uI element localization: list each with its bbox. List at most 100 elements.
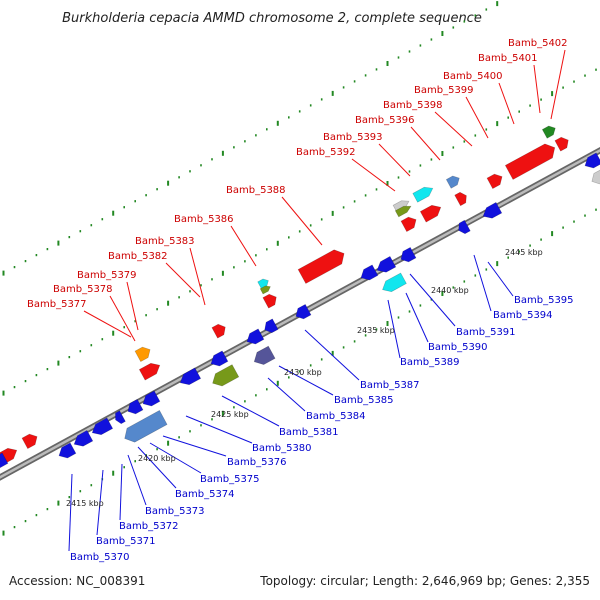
leader-line — [409, 273, 456, 327]
gene-arrow — [360, 264, 379, 281]
leader-line — [465, 96, 489, 139]
gene-arrow — [134, 346, 151, 363]
leader-line — [189, 247, 206, 306]
gene-label: Bamb_5398 — [383, 100, 443, 111]
gene-arrow — [259, 285, 271, 295]
gene-label: Bamb_5382 — [108, 251, 168, 262]
gene-label: Bamb_5381 — [279, 427, 339, 438]
topology-value: circular — [320, 574, 365, 588]
leader-line — [410, 126, 441, 161]
gene-label: Bamb_5377 — [27, 299, 87, 310]
gene-arrow — [458, 219, 471, 235]
leader-line — [434, 111, 473, 147]
leader-line — [304, 329, 360, 381]
leader-line — [281, 196, 323, 246]
gene-arrow — [445, 175, 460, 189]
gene-label: Bamb_5396 — [355, 115, 415, 126]
gene-arrow — [91, 417, 114, 436]
gene-arrow — [21, 433, 38, 450]
length-label: Length: — [372, 574, 419, 588]
gene-arrow — [138, 362, 161, 381]
leader-line — [127, 454, 147, 506]
gene-label: Bamb_5372 — [119, 521, 179, 532]
gene-label: Bamb_5402 — [508, 38, 568, 49]
topology-label: Topology: — [260, 574, 317, 588]
length-value: 2,646,969 bp — [421, 574, 502, 588]
gene-label: Bamb_5395 — [514, 295, 574, 306]
leader-line — [96, 469, 104, 536]
gene-arrow — [212, 364, 240, 387]
leader-line — [137, 446, 177, 489]
scale-label-2435: 2435 kbp — [357, 326, 395, 335]
gene-arrow — [73, 429, 94, 447]
gene-arrow — [179, 367, 202, 386]
gene-label: Bamb_5390 — [428, 342, 488, 353]
gene-features — [0, 125, 600, 469]
leader-line — [405, 292, 429, 343]
dotted-tracks — [2, 1, 597, 536]
gene-arrow — [0, 452, 9, 469]
gene-label: Bamb_5371 — [96, 536, 156, 547]
gene-label: Bamb_5392 — [296, 147, 356, 158]
leader-line — [498, 82, 515, 125]
scale-label-2440: 2440 kbp — [431, 286, 469, 295]
gene-label: Bamb_5383 — [135, 236, 195, 247]
gene-label: Bamb_5370 — [70, 552, 130, 563]
reverse-gene-labels: Bamb_5370 Bamb_5371 Bamb_5372 Bamb_5373 … — [70, 295, 574, 563]
gene-label: Bamb_5373 — [145, 506, 205, 517]
gene-arrow — [394, 205, 412, 218]
scale-label-2425: 2425 kbp — [211, 410, 249, 419]
leader-line — [126, 281, 139, 331]
gene-arrow — [210, 350, 229, 367]
gene-arrow — [541, 125, 556, 139]
gene-label: Bamb_5384 — [306, 411, 366, 422]
gene-arrow — [253, 345, 276, 365]
gene-label: Bamb_5399 — [414, 85, 474, 96]
gene-arrow — [454, 191, 467, 207]
leader-line — [149, 442, 202, 474]
leader-line — [185, 415, 253, 444]
scale-label-2420: 2420 kbp — [138, 454, 176, 463]
sequence-summary: Topology: circular; Length: 2,646,969 bp… — [260, 574, 590, 588]
leader-line — [83, 310, 132, 338]
gene-arrow — [400, 246, 417, 263]
gene-label: Bamb_5391 — [456, 327, 516, 338]
gene-label: Bamb_5385 — [334, 395, 394, 406]
leader-line — [119, 463, 123, 521]
leader-line — [221, 395, 280, 427]
gene-label: Bamb_5378 — [53, 284, 113, 295]
gene-arrow — [297, 249, 345, 284]
accession-text: Accession: NC_008391 — [9, 574, 145, 588]
gene-arrow — [264, 318, 279, 334]
scale-label-2415: 2415 kbp — [66, 499, 104, 508]
leader-line — [378, 143, 411, 177]
leader-line — [473, 254, 492, 312]
gene-arrow — [482, 201, 503, 219]
leader-line — [109, 295, 136, 342]
gene-arrow — [400, 216, 417, 233]
accession-label: Accession: — [9, 574, 73, 588]
gene-arrow — [124, 409, 168, 443]
gene-arrow — [211, 323, 226, 339]
leader-line — [165, 262, 201, 298]
gene-label: Bamb_5389 — [400, 357, 460, 368]
gene-arrow — [504, 143, 556, 180]
leader-line — [68, 473, 73, 552]
scale-labels: 2415 kbp 2420 kbp 2425 kbp 2430 kbp 2435… — [66, 248, 543, 508]
gene-label: Bamb_5376 — [227, 457, 287, 468]
gene-arrow — [486, 173, 503, 190]
gene-label: Bamb_5375 — [200, 474, 260, 485]
gene-arrow — [246, 328, 265, 345]
gene-label: Bamb_5380 — [252, 443, 312, 454]
leader-line — [533, 64, 541, 114]
gene-label: Bamb_5388 — [226, 185, 286, 196]
gene-arrow — [382, 272, 407, 293]
accession-value: NC_008391 — [76, 574, 146, 588]
leader-line — [230, 225, 257, 267]
gene-label: Bamb_5400 — [443, 71, 503, 82]
gene-label: Bamb_5374 — [175, 489, 235, 500]
gene-arrow — [127, 398, 144, 415]
gene-arrow — [591, 169, 600, 185]
leader-line — [278, 365, 334, 396]
